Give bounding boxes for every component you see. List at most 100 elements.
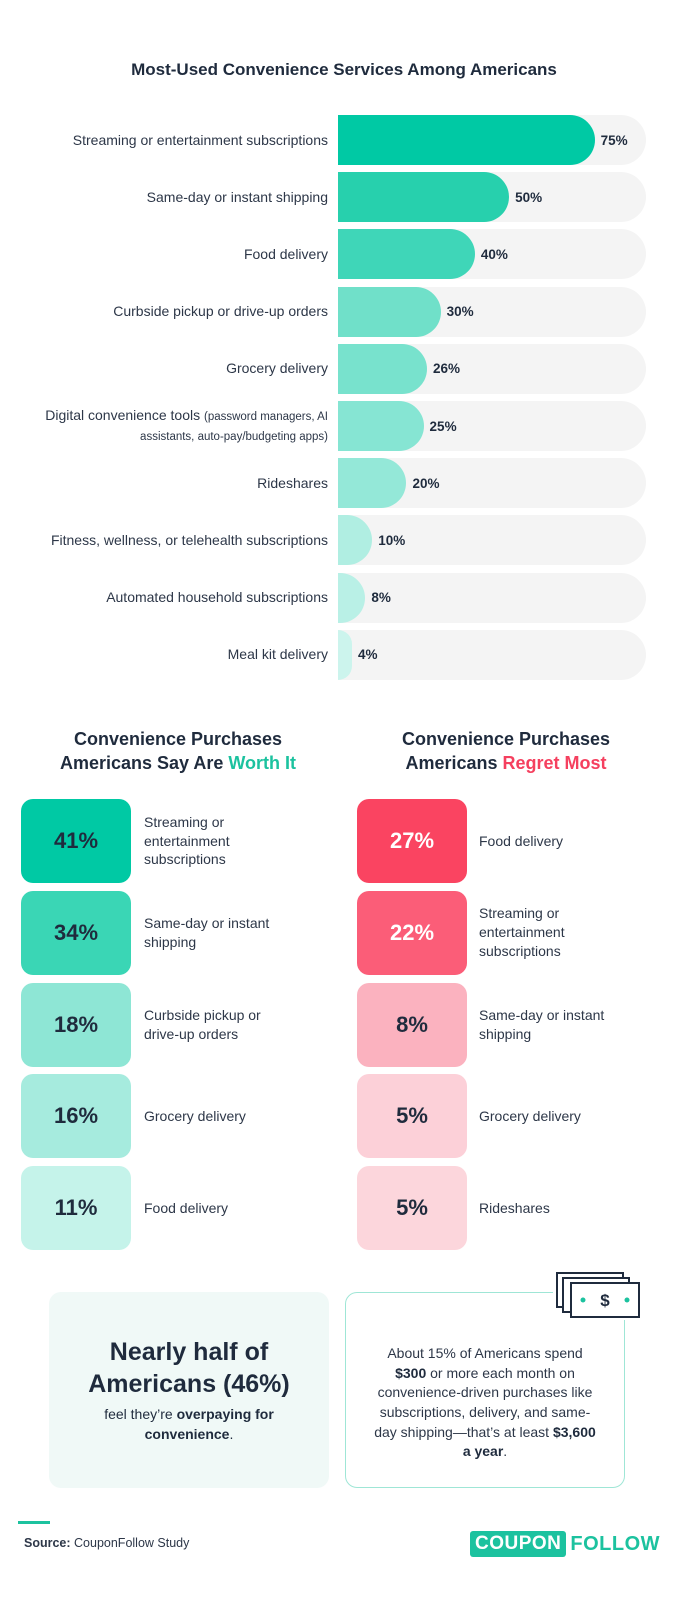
worth-it-heading-prefix: Americans Say Are xyxy=(59,753,229,774)
worth-it-heading-line2: Americans Say Are Worth It xyxy=(18,751,338,775)
worth-it-item-label: Grocery delivery xyxy=(144,1107,246,1124)
regret-most-item-label: Streaming or entertainment subscriptions xyxy=(479,905,565,960)
bar-category-label: Fitness, wellness, or telehealth subscri… xyxy=(50,531,328,548)
worth-it-heading-line1: Convenience Purchases xyxy=(73,729,283,749)
bar xyxy=(338,286,441,337)
bar-row: Grocery delivery 26% xyxy=(0,343,688,394)
bar-row: Food delivery 40% xyxy=(0,229,688,280)
bar-value-label: 50% xyxy=(515,189,543,205)
bar-category-label: Same-day or instant shipping xyxy=(146,188,328,205)
bar-category-label: Automated household subscriptions xyxy=(106,589,328,606)
source-citation: Source: CouponFollow Study xyxy=(24,1536,189,1550)
bar-category-label: Digital convenience tools (password mana… xyxy=(8,401,328,451)
bar-category-label: Grocery delivery xyxy=(226,360,328,377)
bar xyxy=(338,458,407,509)
bar-value-label: 40% xyxy=(480,246,508,262)
worth-it-item-label: Food delivery xyxy=(144,1199,229,1216)
bar-row: Fitness, wellness, or telehealth subscri… xyxy=(0,515,688,566)
worth-it-heading: Convenience Purchases Americans Say Are … xyxy=(18,727,338,776)
bar-category-label: Curbside pickup or drive-up orders xyxy=(113,303,328,320)
worth-it-item-label: Streaming or entertainment subscriptions xyxy=(144,813,230,868)
big-stat-line2: Americans (46%) xyxy=(88,1370,290,1399)
overpaying-bold2: convenience xyxy=(144,1425,230,1442)
bar-track xyxy=(338,572,646,623)
money-icon-symbol: $ xyxy=(600,1291,610,1310)
bar-track xyxy=(338,629,646,680)
source-text: CouponFollow Study xyxy=(70,1536,190,1550)
overpaying-suffix: . xyxy=(229,1425,234,1442)
bar-value-label: 30% xyxy=(446,304,474,320)
worth-it-value-card: 18% xyxy=(21,982,131,1067)
regret-most-value-card: 27% xyxy=(357,799,467,883)
bar-row: Same-day or instant shipping 50% xyxy=(0,172,688,223)
footer-divider xyxy=(18,1521,50,1524)
spending-text: About 15% of Americans spend $300 or mor… xyxy=(370,1344,600,1462)
bar-row: Meal kit delivery 4% xyxy=(0,629,688,680)
worth-it-value-card: 41% xyxy=(21,799,131,883)
overpaying-big-stat: Nearly half of Americans (46%) xyxy=(88,1336,289,1401)
logo-follow: FOLLOW xyxy=(570,1532,661,1555)
spending-callout: About 15% of Americans spend $300 or mor… xyxy=(345,1292,625,1488)
regret-most-item-label: Same-day or instant shipping xyxy=(479,1006,605,1042)
source-label: Source: xyxy=(24,1536,71,1550)
bar-category-label: Food delivery xyxy=(243,245,328,262)
bar-category-label: Rideshares xyxy=(257,474,328,491)
regret-heading-line1: Convenience Purchases xyxy=(401,729,611,749)
worth-it-highlight: Worth It xyxy=(228,753,297,774)
big-stat-line1: Nearly half of xyxy=(109,1337,269,1366)
regret-most-item-label: Rideshares xyxy=(479,1199,550,1216)
bar-category-label-note: (password managers, AI assistants, auto-… xyxy=(140,411,328,443)
bar-category-label: Streaming or entertainment subscriptions xyxy=(72,131,328,148)
regret-most-value-card: 22% xyxy=(357,890,467,975)
bar-value-label: 25% xyxy=(429,418,457,434)
logo-coupon: COUPON xyxy=(470,1531,567,1557)
bar-category-label: Meal kit delivery xyxy=(227,646,328,663)
spending-p1: About 15% of Americans spend xyxy=(387,1345,583,1362)
spending-b2: $3,600 a year xyxy=(462,1423,596,1460)
bar-value-label: 4% xyxy=(358,647,378,663)
regret-most-value-card: 5% xyxy=(357,1166,467,1251)
bar-value-label: 26% xyxy=(432,361,460,377)
regret-heading-line2: Americans Regret Most xyxy=(346,751,666,775)
worth-it-value-card: 11% xyxy=(21,1166,131,1251)
worth-it-item-label: Same-day or instant shipping xyxy=(144,914,270,950)
regret-most-value-card: 8% xyxy=(357,982,467,1067)
worth-it-value-card: 34% xyxy=(21,890,131,975)
spending-b1: $300 xyxy=(395,1364,427,1381)
bar-value-label: 10% xyxy=(378,532,406,548)
regret-highlight: Regret Most xyxy=(502,753,607,774)
bar-category-label-main: Digital convenience tools xyxy=(45,407,204,424)
bar-row: Automated household subscriptions 8% xyxy=(0,572,688,623)
bar xyxy=(338,401,424,451)
bar xyxy=(338,343,427,394)
regret-most-item-label: Grocery delivery xyxy=(479,1107,581,1124)
money-bills-icon: $ xyxy=(553,1270,643,1320)
bar-value-label: 20% xyxy=(412,475,440,491)
regret-most-value-card: 5% xyxy=(357,1074,467,1159)
bar-track xyxy=(338,515,646,566)
regret-heading-prefix: Americans xyxy=(405,753,503,774)
bar-category-label-wrap: Digital convenience tools (password mana… xyxy=(8,406,328,445)
overpaying-callout: Nearly half of Americans (46%) feel they… xyxy=(49,1292,329,1488)
overpaying-text: feel they’re overpaying for convenience. xyxy=(104,1405,274,1444)
regret-most-item-label: Food delivery xyxy=(479,832,564,849)
spending-p2: or more each month on convenience-driven… xyxy=(374,1364,593,1440)
bar-row: Rideshares 20% xyxy=(0,458,688,509)
bar-value-label: 8% xyxy=(371,590,391,606)
bar-row: Streaming or entertainment subscriptions… xyxy=(0,115,688,165)
chart-title: Most-Used Convenience Services Among Ame… xyxy=(131,60,557,79)
bar-row: Digital convenience tools (password mana… xyxy=(0,401,688,451)
bar-value-label: 75% xyxy=(600,132,628,148)
worth-it-item-label: Curbside pickup or drive-up orders xyxy=(144,1006,261,1042)
spending-p3: . xyxy=(503,1443,508,1460)
bar xyxy=(338,229,475,280)
bar xyxy=(338,115,595,165)
brand-logo[interactable]: COUPON FOLLOW xyxy=(470,1530,660,1558)
overpaying-text-prefix: feel they’re xyxy=(104,1405,177,1422)
bar-row: Curbside pickup or drive-up orders 30% xyxy=(0,286,688,337)
regret-heading: Convenience Purchases Americans Regret M… xyxy=(346,727,666,776)
bar xyxy=(338,629,352,680)
worth-it-value-card: 16% xyxy=(21,1074,131,1159)
bar xyxy=(338,172,510,223)
overpaying-bold1: overpaying for xyxy=(176,1405,274,1422)
